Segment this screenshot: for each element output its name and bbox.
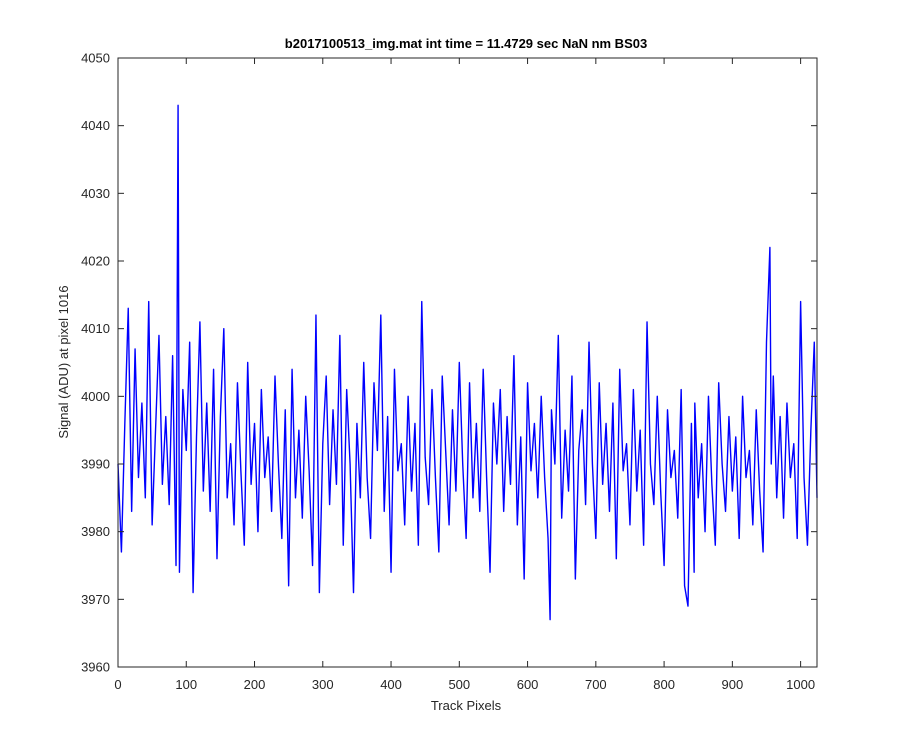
y-tick-label: 3970 <box>81 592 110 607</box>
x-tick-label: 400 <box>380 677 402 692</box>
y-tick-label: 4020 <box>81 254 110 269</box>
y-tick-label: 3990 <box>81 457 110 472</box>
x-axis: 0 100 200 300 400 500 600 700 800 900 1000 <box>114 58 815 692</box>
series-layer <box>117 104 818 621</box>
x-tick-label: 600 <box>517 677 539 692</box>
x-tick-label: 300 <box>312 677 334 692</box>
x-tick-label: 200 <box>244 677 266 692</box>
y-axis: 3960 3970 3980 3990 4000 4010 4020 4030 4040 4050 <box>81 51 817 675</box>
y-tick-label: 4000 <box>81 389 110 404</box>
y-axis-label: Signal (ADU) at pixel 1016 <box>56 285 71 438</box>
x-tick-label: 0 <box>114 677 121 692</box>
y-tick-label: 3980 <box>81 524 110 539</box>
y-tick-label: 4040 <box>81 118 110 133</box>
x-tick-label: 900 <box>722 677 744 692</box>
y-tick-label: 4030 <box>81 186 110 201</box>
x-tick-label: 800 <box>653 677 675 692</box>
x-tick-label: 100 <box>175 677 197 692</box>
y-tick-label: 4050 <box>81 51 110 66</box>
x-axis-label: Track Pixels <box>431 698 502 713</box>
series-line <box>117 104 818 621</box>
y-tick-label: 4010 <box>81 321 110 336</box>
x-tick-label: 700 <box>585 677 607 692</box>
x-tick-label: 1000 <box>786 677 815 692</box>
y-tick-label: 3960 <box>81 660 110 675</box>
x-tick-label: 500 <box>448 677 470 692</box>
plot-area <box>118 58 817 667</box>
chart-title: b2017100513_img.mat int time = 11.4729 s… <box>285 36 647 51</box>
